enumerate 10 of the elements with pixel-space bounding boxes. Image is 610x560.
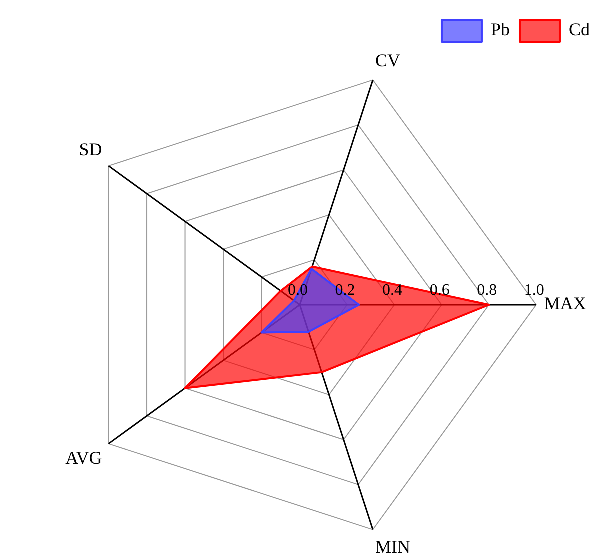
y-tick-label: 1.0 <box>524 282 544 300</box>
y-tick-label: 0.4 <box>382 282 403 300</box>
spoke-label: AVG <box>66 448 102 468</box>
spoke-label: MAX <box>544 294 586 314</box>
legend-label: Cd <box>568 20 590 40</box>
spoke-label: SD <box>79 139 102 160</box>
legend-label: Pb <box>490 20 510 40</box>
spoke-label: CV <box>376 50 401 71</box>
spoke-label: MIN <box>376 536 411 557</box>
y-tick-label: 0.8 <box>477 282 498 300</box>
